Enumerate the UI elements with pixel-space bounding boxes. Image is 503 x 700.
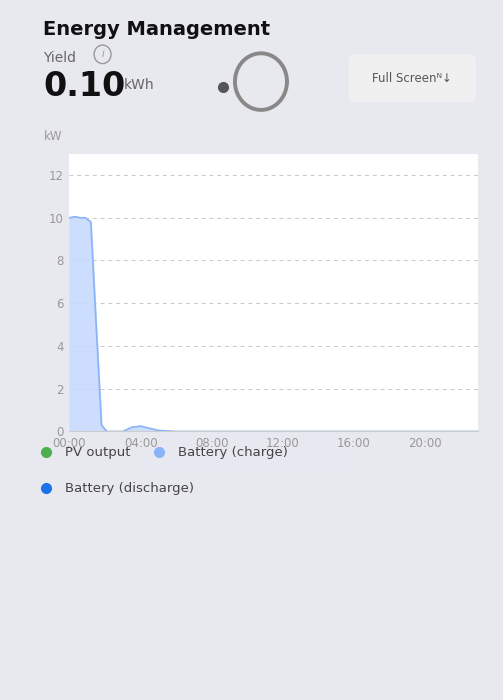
Text: PV output: PV output: [65, 445, 130, 458]
Text: kW: kW: [43, 130, 62, 143]
Text: Battery (charge): Battery (charge): [178, 445, 288, 458]
Text: Full Screenᴺ↓: Full Screenᴺ↓: [372, 71, 452, 85]
Text: kWh: kWh: [124, 78, 154, 92]
Text: 0.10: 0.10: [43, 70, 126, 104]
Text: Energy Management: Energy Management: [43, 20, 271, 39]
FancyBboxPatch shape: [349, 55, 476, 102]
Text: i: i: [101, 49, 104, 60]
Text: Battery (discharge): Battery (discharge): [65, 482, 194, 495]
FancyBboxPatch shape: [143, 428, 356, 477]
Text: Yield: Yield: [43, 50, 76, 64]
